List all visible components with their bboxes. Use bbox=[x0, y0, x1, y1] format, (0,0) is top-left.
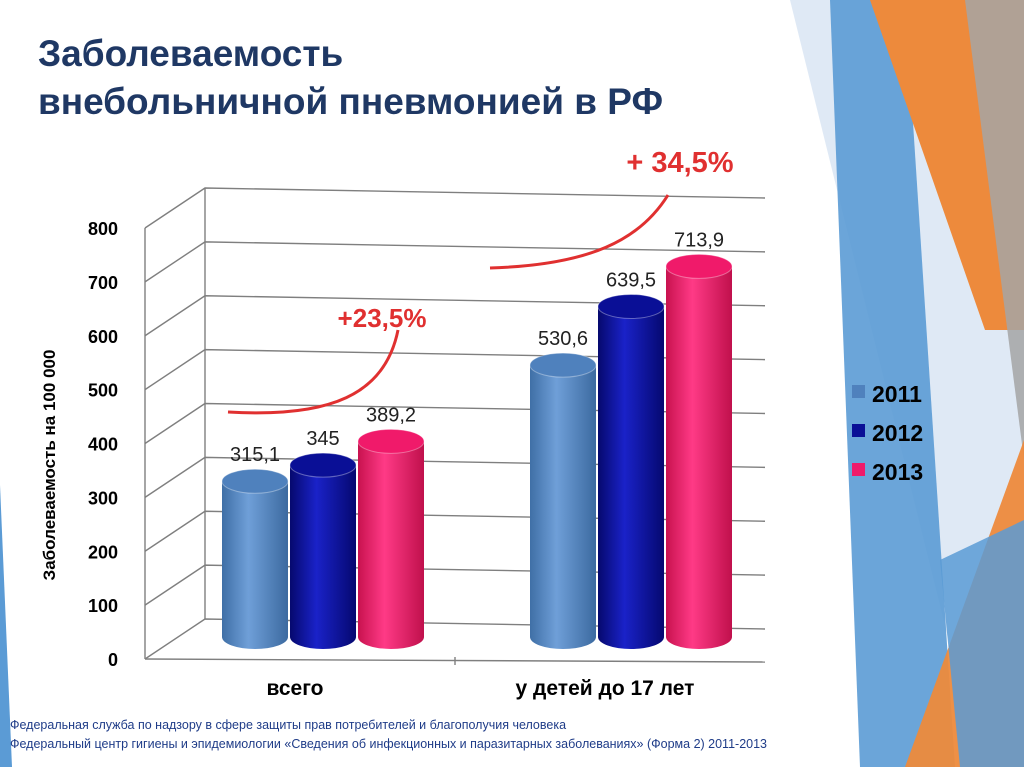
title-line-2: внебольничной пневмонией в РФ bbox=[38, 81, 664, 122]
bar-2011-0 bbox=[222, 481, 288, 649]
bar-top-2012-0 bbox=[289, 452, 357, 478]
y-axis-title: Заболеваемость на 100 000 bbox=[40, 350, 59, 581]
y-tick-label: 500 bbox=[88, 381, 118, 401]
y-tick-label: 300 bbox=[88, 488, 118, 508]
bar-2013-0 bbox=[358, 441, 424, 649]
source-line-2: Федеральный центр гигиены и эпидемиологи… bbox=[10, 737, 768, 751]
bar-top-2013-0 bbox=[357, 428, 425, 454]
source-note: Федеральная служба по надзору в сфере за… bbox=[10, 716, 767, 754]
decor-gray-band bbox=[965, 0, 1024, 460]
data-label: 713,9 bbox=[674, 229, 724, 251]
x-category-label: у детей до 17 лет bbox=[516, 677, 695, 700]
data-label: 639,5 bbox=[606, 269, 656, 291]
source-line-1: Федеральная служба по надзору в сфере за… bbox=[10, 718, 567, 732]
bar-2012-1 bbox=[598, 306, 664, 649]
growth-curve-children bbox=[489, 194, 670, 270]
annotation-layer: +23,5% + 34,5% bbox=[227, 147, 734, 415]
legend: 2011 2012 2013 bbox=[852, 381, 923, 485]
growth-label-children: + 34,5% bbox=[626, 147, 733, 179]
legend-label-2013: 2013 bbox=[872, 459, 923, 485]
data-label: 530,6 bbox=[538, 328, 588, 350]
growth-label-total: +23,5% bbox=[338, 303, 427, 333]
bar-2011-1 bbox=[530, 365, 596, 649]
bar-layer bbox=[221, 253, 733, 649]
decor-left-blue-band bbox=[0, 485, 12, 767]
x-category-label: всего bbox=[266, 677, 323, 700]
legend-label-2011: 2011 bbox=[872, 381, 922, 407]
bar-2012-0 bbox=[290, 465, 356, 649]
bar-2013-1 bbox=[666, 266, 732, 649]
decor-blue-band-bottom bbox=[940, 520, 1024, 767]
label-layer: 315,1 530,6 345 639,5 389,2 713,9 bbox=[230, 229, 724, 466]
data-label: 389,2 bbox=[366, 404, 416, 426]
page-title: Заболеваемость внебольничной пневмонией … bbox=[38, 30, 663, 126]
y-tick-label: 700 bbox=[88, 273, 118, 293]
data-label: 345 bbox=[306, 428, 339, 450]
bar-top-2012-1 bbox=[597, 293, 665, 319]
bar-top-2011-0 bbox=[221, 468, 289, 494]
gridline bbox=[144, 187, 766, 229]
axis-layer: 0 100 200 300 400 500 600 700 800 Заболеваемость … bbox=[40, 188, 766, 700]
y-tick-label: 400 bbox=[88, 435, 118, 455]
title-line-1: Заболеваемость bbox=[38, 33, 344, 74]
legend-swatch-2012 bbox=[852, 424, 865, 437]
y-tick-label: 200 bbox=[88, 542, 118, 562]
bar-top-2011-1 bbox=[529, 352, 597, 378]
y-tick-label: 0 bbox=[108, 650, 118, 670]
legend-label-2012: 2012 bbox=[872, 420, 923, 446]
legend-swatch-2011 bbox=[852, 385, 865, 398]
data-label: 315,1 bbox=[230, 444, 280, 466]
decor-blue-band bbox=[830, 0, 955, 767]
growth-curve-total bbox=[227, 329, 400, 415]
y-tick-label: 600 bbox=[88, 327, 118, 347]
y-tick-label: 800 bbox=[88, 219, 118, 239]
bar-top-2013-1 bbox=[665, 253, 733, 279]
y-tick-label: 100 bbox=[88, 596, 118, 616]
legend-swatch-2013 bbox=[852, 463, 865, 476]
